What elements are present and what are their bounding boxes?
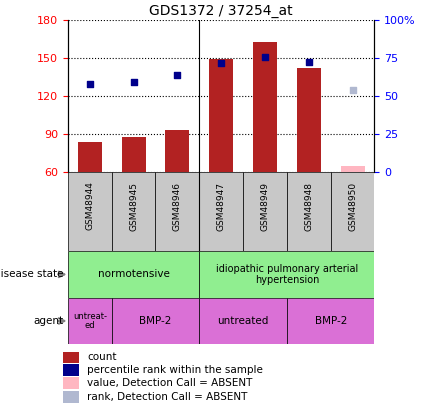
Text: GSM48944: GSM48944 — [85, 181, 94, 230]
Text: BMP-2: BMP-2 — [314, 316, 347, 326]
Text: normotensive: normotensive — [98, 269, 170, 279]
Point — [86, 80, 93, 87]
Point — [130, 79, 137, 85]
Bar — [199, 298, 287, 344]
Text: untreated: untreated — [217, 316, 269, 326]
Text: idiopathic pulmonary arterial
hypertension: idiopathic pulmonary arterial hypertensi… — [216, 264, 358, 285]
Bar — [243, 172, 287, 251]
Text: value, Detection Call = ABSENT: value, Detection Call = ABSENT — [87, 378, 252, 388]
Bar — [297, 68, 321, 172]
Bar — [63, 364, 79, 376]
Bar — [287, 172, 331, 251]
Bar — [112, 298, 199, 344]
Text: GSM48947: GSM48947 — [217, 181, 226, 230]
Text: percentile rank within the sample: percentile rank within the sample — [87, 365, 263, 375]
Point — [349, 87, 356, 93]
Bar — [68, 172, 112, 251]
Bar — [341, 166, 364, 172]
Bar — [199, 172, 243, 251]
Bar — [63, 352, 79, 363]
Bar — [68, 251, 199, 298]
Point — [174, 71, 181, 78]
Bar — [287, 298, 374, 344]
Bar — [68, 298, 112, 344]
Bar — [253, 42, 277, 172]
Text: GSM48945: GSM48945 — [129, 181, 138, 230]
Bar — [112, 172, 155, 251]
Bar — [63, 392, 79, 403]
Text: rank, Detection Call = ABSENT: rank, Detection Call = ABSENT — [87, 392, 247, 402]
Point — [305, 59, 312, 65]
Bar — [155, 172, 199, 251]
Bar — [63, 377, 79, 388]
Bar — [78, 142, 102, 172]
Bar — [331, 172, 374, 251]
Point — [218, 60, 225, 66]
Text: count: count — [87, 352, 117, 362]
Point — [261, 54, 268, 60]
Text: GSM48950: GSM48950 — [348, 181, 357, 231]
Text: GSM48946: GSM48946 — [173, 181, 182, 230]
Text: agent: agent — [33, 316, 64, 326]
Bar — [122, 137, 145, 172]
Bar — [209, 60, 233, 172]
Text: disease state: disease state — [0, 269, 64, 279]
Title: GDS1372 / 37254_at: GDS1372 / 37254_at — [149, 4, 293, 18]
Text: untreat-
ed: untreat- ed — [73, 311, 107, 330]
Text: BMP-2: BMP-2 — [139, 316, 172, 326]
Text: GSM48948: GSM48948 — [304, 181, 313, 230]
Bar — [199, 251, 374, 298]
Text: GSM48949: GSM48949 — [261, 181, 269, 230]
Bar — [166, 130, 190, 172]
